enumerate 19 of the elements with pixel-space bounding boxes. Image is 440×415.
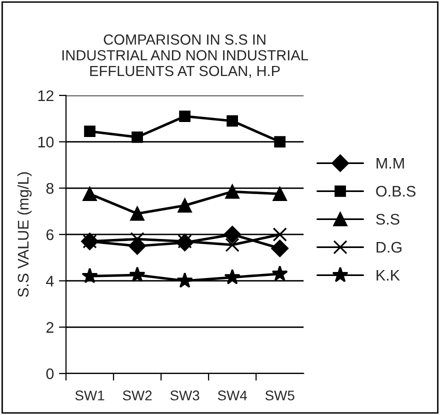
legend-label: K.K <box>376 270 400 281</box>
y-axis-title: S.S VALUE (mg/L) <box>17 172 32 297</box>
chart-title: COMPARISON IN S.S IN INDUSTRIAL AND NON INDUSTRIAL EFFLUENTS AT SOLAN, H.P <box>62 34 308 78</box>
y-tick-label: 2 <box>46 322 54 333</box>
y-tick-label: 10 <box>38 136 54 148</box>
y-tick-label: 6 <box>46 229 54 240</box>
x-tick-label: SW3 <box>170 390 200 400</box>
legend-label: O.B.S <box>376 186 416 197</box>
legend-label: M.M <box>376 158 404 169</box>
legend-label: D.G <box>376 242 402 253</box>
x-tick-label: SW5 <box>265 390 294 400</box>
x-tick-label: SW4 <box>218 390 247 400</box>
y-tick-label: 4 <box>46 276 54 286</box>
x-tick-label: SW2 <box>122 390 152 400</box>
x-tick-label: SW1 <box>75 390 104 400</box>
y-tick-label: 0 <box>46 368 54 380</box>
legend-label: S.S <box>376 214 400 225</box>
y-tick-label: 8 <box>46 183 54 194</box>
y-tick-label: 12 <box>38 90 54 101</box>
